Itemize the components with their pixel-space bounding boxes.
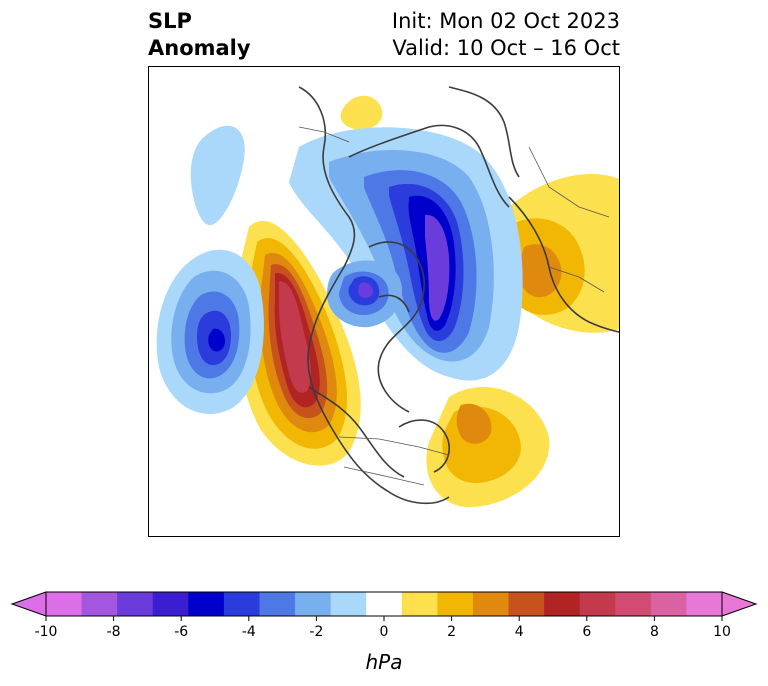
colorbar-segment	[188, 592, 225, 616]
colorbar-segment	[579, 592, 616, 616]
colorbar-segment	[295, 592, 332, 616]
colorbar-segment	[81, 592, 118, 616]
colorbar: -10 -8 -6 -4 -2 0 2 4 6 8 10	[10, 591, 758, 640]
colorbar-segment	[330, 592, 367, 616]
colorbar-segment	[46, 592, 83, 616]
colorbar-segment	[259, 592, 296, 616]
country-borders	[298, 126, 610, 486]
trough-canadian-arctic	[327, 260, 403, 328]
colorbar-tick-label: 2	[447, 624, 456, 640]
colorbar-tick-label: 10	[713, 624, 731, 640]
colorbar-tick-label: -6	[174, 624, 188, 640]
colorbar-segment	[437, 592, 474, 616]
colorbar-tick-label: -2	[309, 624, 323, 640]
colorbar-ticks: -10 -8 -6 -4 -2 0 2 4 6 8 10	[35, 616, 731, 640]
map-title: SLP Anomaly	[148, 8, 251, 62]
title-line-2: Anomaly	[148, 36, 251, 60]
valid-range: Valid: 10 Oct – 16 Oct	[392, 36, 620, 60]
colorbar-tick-label: 0	[380, 624, 389, 640]
colorbar-segment	[223, 592, 260, 616]
colorbar-tick-label: 4	[515, 624, 524, 640]
colorbar-tick-label: 8	[650, 624, 659, 640]
colorbar-tick-label: -10	[35, 624, 58, 640]
title-line-1: SLP	[148, 9, 192, 33]
colorbar-extend-max	[721, 591, 758, 617]
init-date: Init: Mon 02 Oct 2023	[391, 9, 620, 33]
trough-arctic-siberia	[289, 127, 523, 381]
colorbar-segment	[366, 592, 403, 616]
colorbar-tick-label: -4	[242, 624, 256, 640]
forecast-dates: Init: Mon 02 Oct 2023 Valid: 10 Oct – 16…	[392, 8, 620, 62]
colorbar-unit-label: hPa	[365, 650, 403, 674]
colorbar-extend-min	[10, 591, 47, 617]
ridge-north-atlantic	[426, 386, 550, 507]
trough-north-pacific	[156, 249, 264, 414]
slp-anomaly-map	[148, 66, 620, 537]
colorbar-segment	[117, 592, 154, 616]
colorbar-segment	[152, 592, 189, 616]
map-canvas	[156, 86, 619, 507]
colorbar-segment	[650, 592, 687, 616]
ridge-europe-small	[340, 95, 383, 130]
coastlines	[298, 86, 619, 505]
trough-north-pacific-weak	[190, 125, 245, 226]
colorbar-tick-label: 6	[582, 624, 591, 640]
colorbar-segment	[508, 592, 545, 616]
ridge-east-asia	[498, 174, 619, 333]
colorbar-segment	[544, 592, 581, 616]
colorbar-segment	[615, 592, 652, 616]
colorbar-tick-label: -8	[107, 624, 121, 640]
colorbar-segments	[10, 591, 758, 617]
colorbar-segment	[686, 592, 723, 616]
colorbar-segment	[401, 592, 438, 616]
colorbar-segment	[472, 592, 510, 616]
